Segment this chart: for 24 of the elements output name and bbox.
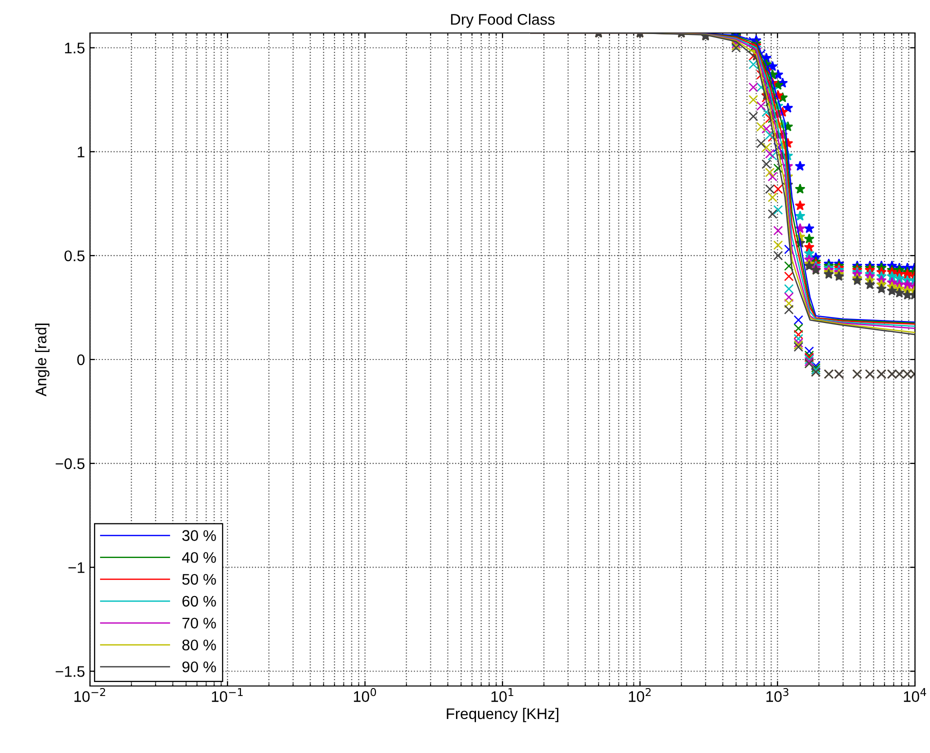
y-tick-label: 1 (78, 146, 84, 158)
x-tick-label: 10$^{−2}$ (74, 688, 106, 702)
x-tick-label: 10$^{0}$ (354, 688, 376, 702)
x-tick-label: 10$^{−1}$ (212, 688, 243, 702)
y-tick-label: 0 (77, 354, 85, 366)
y-tick-label: −0.5 (56, 458, 84, 470)
x-axis-title: Frequency [KHz] (446, 708, 558, 722)
y-tick-label: −1 (68, 562, 84, 573)
y-tick-label: −1.5 (56, 666, 84, 677)
x-tick-label: 10$^{4}$ (904, 688, 926, 702)
legend-label: 30 % (182, 530, 216, 541)
x-tick-label: 10$^{1}$ (491, 688, 514, 702)
legend-label: 70 % (182, 618, 216, 629)
y-axis-title: Angle [rad] (35, 324, 50, 396)
chart-title: Dry Food Class (451, 14, 555, 28)
legend-label: 50 % (182, 574, 216, 585)
legend-label: 60 % (182, 596, 216, 607)
legend-label: 40 % (182, 552, 216, 563)
x-tick-label: 10$^{3}$ (766, 688, 788, 702)
legend-label: 80 % (182, 640, 216, 650)
x-tick-label: 10$^{2}$ (628, 688, 651, 702)
legend-label: 90 % (182, 661, 216, 672)
y-tick-label: 0.5 (64, 250, 84, 262)
y-tick-label: 1.5 (65, 42, 84, 54)
